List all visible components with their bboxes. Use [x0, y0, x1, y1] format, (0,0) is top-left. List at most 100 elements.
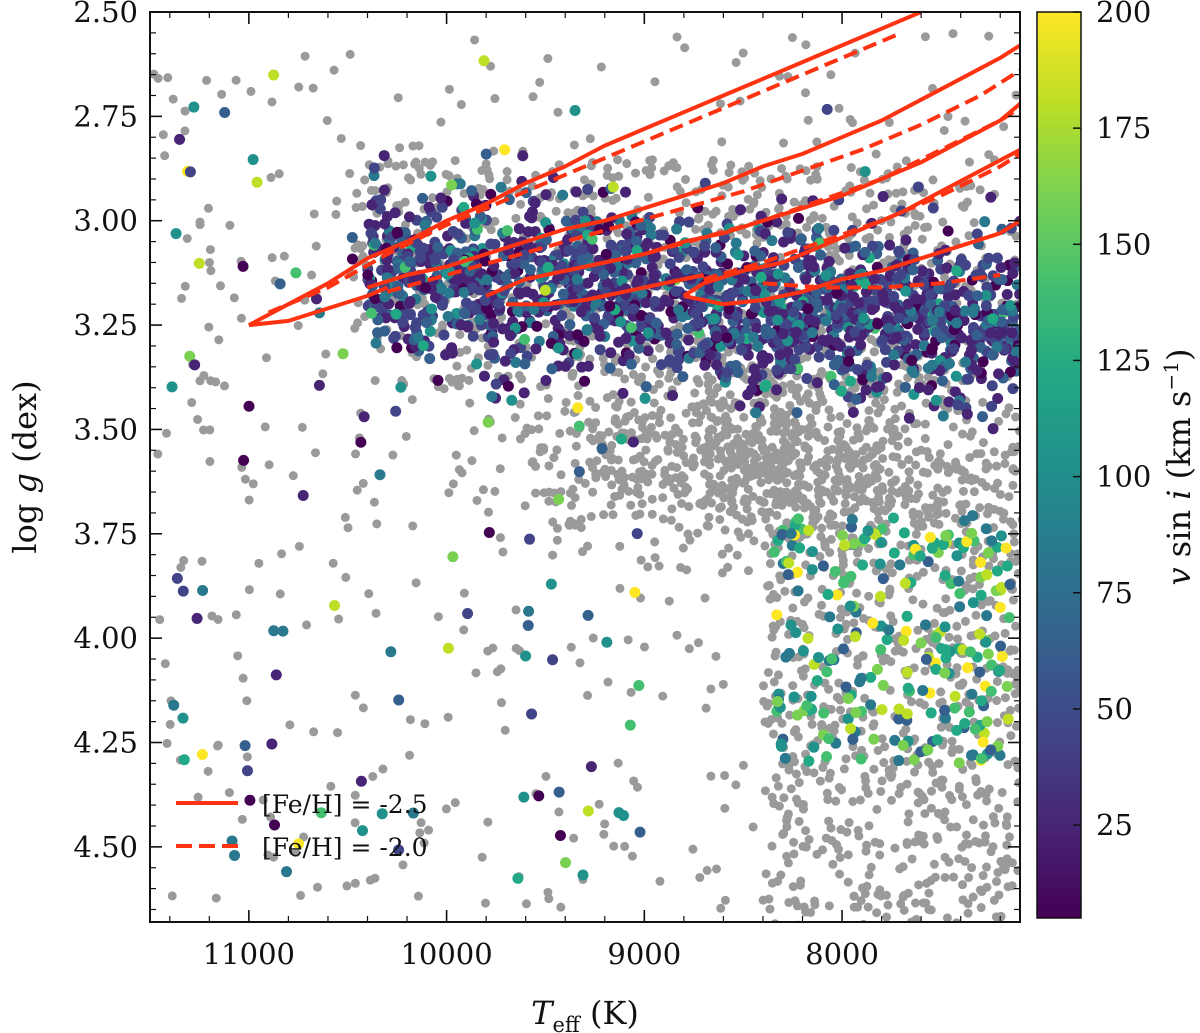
star-point: [897, 739, 909, 751]
gray-star-point: [781, 219, 791, 229]
star-point: [557, 189, 569, 201]
gray-star-point: [674, 522, 684, 532]
star-point: [969, 723, 981, 735]
gray-star-point: [948, 924, 957, 933]
gray-star-point: [772, 496, 782, 506]
star-point: [789, 353, 801, 365]
gray-star-point: [215, 281, 225, 291]
gray-star-point: [890, 843, 900, 853]
gray-star-point: [511, 605, 521, 615]
star-point: [404, 309, 416, 321]
gray-star-point: [666, 413, 676, 423]
gray-star-point: [240, 474, 250, 484]
star-point: [868, 295, 880, 307]
star-point: [604, 362, 616, 374]
gray-star-point: [720, 771, 730, 781]
gray-star-point: [561, 397, 571, 407]
star-point: [443, 287, 455, 299]
gray-star-point: [679, 451, 689, 461]
gray-star-point: [785, 710, 795, 720]
star-point: [959, 718, 971, 730]
gray-star-point: [213, 614, 223, 624]
star-point: [943, 396, 955, 408]
gray-star-point: [926, 803, 936, 813]
gray-star-point: [483, 817, 493, 827]
star-point: [497, 323, 509, 335]
gray-star-point: [831, 461, 841, 471]
gray-star-point: [542, 411, 552, 421]
star-point: [533, 790, 545, 802]
gray-star-point: [1002, 840, 1012, 850]
gray-star-point: [358, 478, 368, 488]
star-point: [270, 669, 282, 681]
gray-star-point: [500, 725, 510, 735]
gray-star-point: [180, 126, 190, 136]
star-point: [974, 628, 986, 640]
star-point: [481, 274, 493, 286]
gray-star-point: [294, 82, 304, 92]
gray-star-point: [871, 149, 881, 159]
gray-star-point: [971, 610, 981, 620]
star-point: [794, 542, 806, 554]
gray-star-point: [904, 809, 914, 819]
gray-star-point: [994, 416, 1004, 426]
gray-star-point: [856, 896, 866, 906]
gray-star-point: [716, 403, 726, 413]
star-point: [831, 589, 843, 601]
star-point: [829, 565, 841, 577]
gray-star-point: [807, 719, 817, 729]
gray-star-point: [455, 330, 465, 340]
star-point: [519, 333, 531, 345]
gray-star-point: [857, 883, 867, 893]
star-point: [519, 358, 531, 370]
star-point: [951, 724, 963, 736]
star-point: [914, 550, 926, 562]
gray-star-point: [789, 849, 799, 859]
gray-star-point: [165, 719, 175, 729]
gray-star-point: [873, 745, 883, 755]
gray-star-point: [696, 411, 706, 421]
star-point: [506, 394, 518, 406]
star-point: [290, 267, 302, 279]
gray-star-point: [848, 797, 858, 807]
star-point: [226, 835, 238, 847]
gray-star-point: [371, 608, 381, 618]
gray-star-point: [610, 492, 620, 502]
gray-star-point: [695, 498, 705, 508]
gray-star-point: [707, 413, 717, 423]
star-point: [670, 285, 682, 297]
gray-star-point: [261, 353, 271, 363]
gray-star-point: [783, 809, 793, 819]
gray-star-point: [900, 481, 910, 491]
gray-star-point: [928, 175, 938, 185]
gray-star-point: [809, 768, 819, 778]
gray-star-point: [592, 469, 602, 479]
star-point: [375, 194, 387, 206]
gray-star-point: [478, 485, 488, 495]
gray-star-point: [658, 493, 668, 503]
star-point: [623, 349, 635, 361]
gray-star-point: [802, 222, 812, 232]
gray-star-point: [910, 220, 920, 230]
star-point: [900, 625, 912, 637]
star-point: [571, 273, 583, 285]
star-point: [368, 162, 380, 174]
gray-star-point: [822, 788, 832, 798]
plot-area: 11000 10000 9000 8000 2.502.753.003.253.503…: [73, 0, 1021, 971]
star-point: [620, 332, 632, 344]
gray-star-point: [758, 681, 768, 691]
gray-star-point: [938, 775, 948, 785]
star-point: [991, 341, 1003, 353]
star-point: [837, 530, 849, 542]
gray-star-point: [720, 895, 730, 905]
star-point: [671, 362, 683, 374]
gray-star-point: [842, 418, 852, 428]
gray-star-point: [715, 446, 725, 456]
star-point: [721, 332, 733, 344]
star-point: [1004, 578, 1016, 590]
gray-star-point: [935, 809, 945, 819]
gray-star-point: [758, 442, 768, 452]
colorbar-tick-label: 50: [1096, 692, 1133, 726]
star-point: [898, 634, 910, 646]
star-point: [824, 349, 836, 361]
